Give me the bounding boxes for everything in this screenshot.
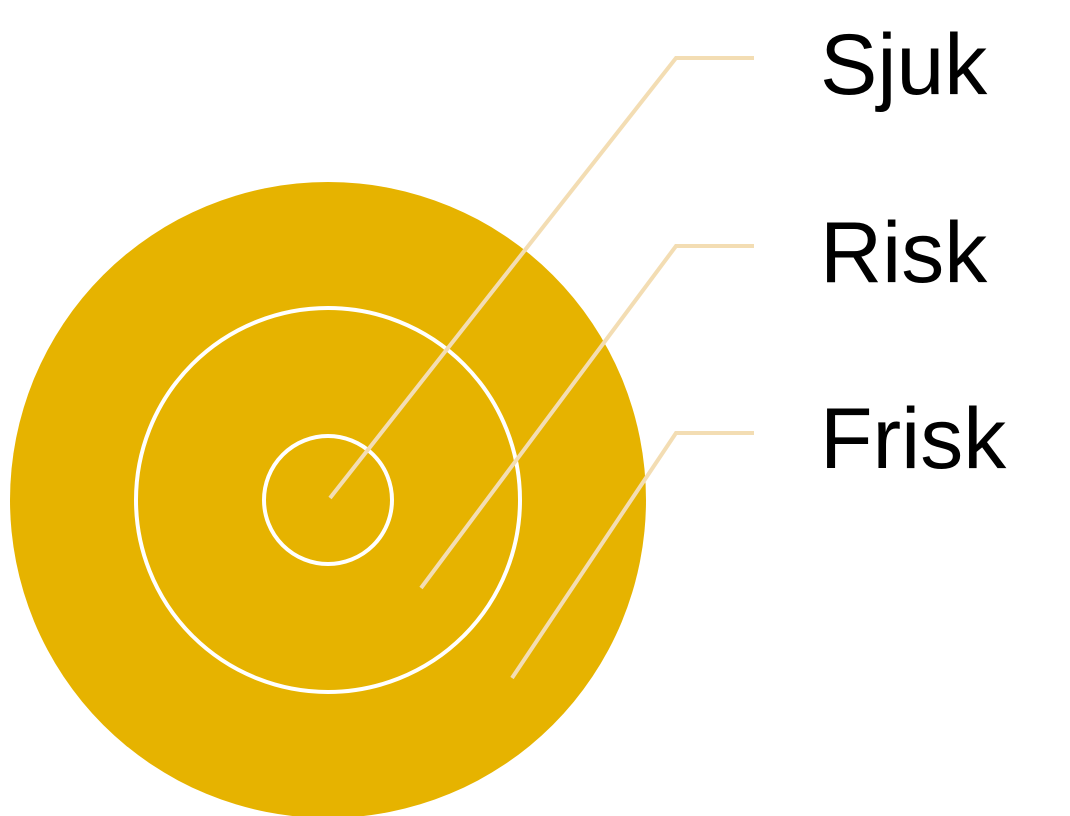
middle-ring-risk bbox=[134, 306, 522, 694]
leader-line-risk bbox=[419, 244, 754, 590]
label-frisk: Frisk bbox=[820, 391, 1007, 487]
leader-line-sjuk bbox=[328, 56, 754, 500]
outer-disc-frisk bbox=[10, 182, 646, 816]
label-sjuk: Sjuk bbox=[820, 17, 988, 113]
leader-line-frisk bbox=[510, 431, 754, 680]
label-risk: Risk bbox=[820, 205, 988, 301]
inner-ring-sjuk bbox=[262, 434, 394, 566]
